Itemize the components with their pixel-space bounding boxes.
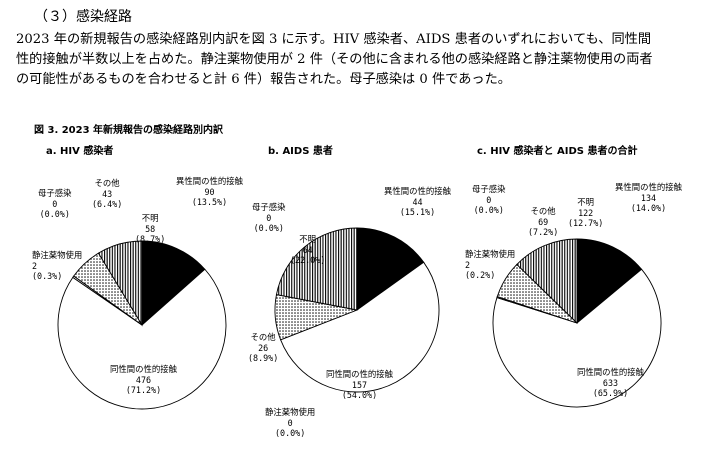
body-paragraph: 2023 年の新規報告の感染経路別内訳を図 3 に示す。HIV 感染者、AIDS…: [16, 30, 696, 90]
label-mother-child: 母子感染 0 (0.0%): [38, 188, 72, 219]
section-heading: （３）感染経路: [34, 9, 132, 25]
label-homosexual: 同性間の性的接触 476 (71.2%): [110, 364, 177, 395]
label-other: その他 69 (7.2%): [528, 206, 559, 237]
label-other: その他 43 (6.4%): [92, 178, 123, 209]
label-unknown: 不明 58 (8.7%): [135, 213, 166, 244]
pie-slice: [57, 268, 227, 410]
pie-slice: [576, 238, 643, 324]
pie-slice: [141, 240, 206, 327]
label-unknown: 不明 122 (12.7%): [568, 197, 604, 228]
paragraph-line: 2023 年の新規報告の感染経路別内訳を図 3 に示す。HIV 感染者、AIDS…: [16, 32, 652, 47]
label-heterosexual: 異性間の性的接触 90 (13.5%): [176, 176, 243, 207]
label-homosexual: 同性間の性的接触 633 (65.9%): [577, 367, 644, 398]
pie-slice: [275, 227, 358, 311]
chart-c-title: c. HIV 感染者と AIDS 患者の合計: [477, 146, 638, 157]
label-iv-drug: 静注薬物使用 2 (0.2%): [465, 249, 516, 280]
pie-slice: [280, 261, 440, 393]
label-mother-child: 母子感染 0 (0.0%): [252, 202, 286, 233]
chart-b-title: b. AIDS 患者: [268, 146, 333, 157]
label-iv-drug: 静注薬物使用 2 (0.3%): [32, 250, 83, 281]
label-other: その他 26 (8.9%): [248, 332, 279, 363]
label-heterosexual: 異性間の性的接触 44 (15.1%): [384, 186, 451, 217]
pie-slice: [492, 268, 662, 408]
pie-slice: [97, 240, 143, 327]
label-unknown: 不明 64 (22.0%): [290, 234, 326, 265]
paragraph-line: 性的接触が半数以上を占めた。静注薬物使用が 2 件（その他に含まれる他の感染経路…: [16, 52, 653, 67]
label-mother-child: 母子感染 0 (0.0%): [472, 184, 506, 215]
label-heterosexual: 異性間の性的接触 134 (14.0%): [615, 182, 682, 213]
figure-title: 図 3. 2023 年新規報告の感染経路別内訳: [34, 125, 224, 136]
pie-slice: [516, 238, 578, 325]
label-homosexual: 同性間の性的接触 157 (54.0%): [326, 369, 393, 400]
chart-a-title: a. HIV 感染者: [46, 146, 114, 157]
label-iv-drug: 静注薬物使用 0 (0.0%): [265, 407, 316, 438]
pie-slice: [356, 227, 425, 311]
paragraph-line: の可能性があるものを合わせると計 6 件）報告された。母子感染は 0 件であった…: [16, 72, 511, 87]
